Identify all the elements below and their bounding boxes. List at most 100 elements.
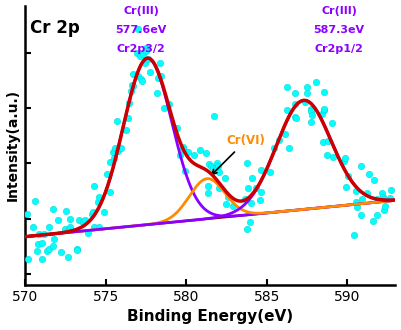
Point [292, 101, 298, 107]
Point [137, 54, 144, 59]
Point [341, 159, 347, 164]
Point [154, 91, 160, 96]
Point [122, 128, 129, 133]
Point [89, 211, 96, 216]
Point [343, 184, 349, 189]
Point [223, 201, 229, 207]
Point [211, 114, 217, 119]
Point [208, 163, 215, 169]
Point [247, 219, 253, 224]
Point [111, 146, 118, 151]
Point [66, 225, 73, 230]
Point [96, 194, 102, 199]
Point [352, 200, 359, 205]
Point [166, 102, 172, 107]
Point [85, 230, 91, 236]
Point [379, 194, 386, 199]
Point [381, 207, 387, 212]
Text: Cr2p3/2: Cr2p3/2 [117, 44, 166, 54]
Point [101, 210, 107, 215]
Point [62, 226, 68, 231]
Point [107, 189, 113, 195]
Point [158, 73, 164, 78]
Point [180, 146, 186, 151]
Point [142, 45, 149, 50]
Text: Cr(III): Cr(III) [123, 6, 159, 16]
Point [106, 159, 113, 164]
Text: 577.6eV: 577.6eV [115, 25, 167, 35]
Point [373, 196, 380, 202]
Point [243, 160, 250, 165]
Point [214, 160, 221, 165]
Point [43, 248, 50, 254]
Point [215, 163, 221, 169]
Point [206, 161, 213, 167]
Point [142, 49, 149, 54]
Point [58, 249, 65, 255]
Text: Cr2p1/2: Cr2p1/2 [315, 44, 364, 54]
Point [225, 194, 231, 200]
Point [91, 183, 97, 188]
Point [197, 147, 203, 152]
Point [205, 190, 211, 196]
Point [308, 109, 314, 114]
Point [382, 204, 388, 209]
Point [80, 220, 86, 225]
Point [156, 60, 163, 65]
Point [128, 88, 134, 93]
Point [321, 107, 328, 112]
Point [241, 196, 248, 202]
Point [243, 226, 250, 231]
Point [155, 76, 161, 81]
Point [257, 198, 263, 203]
Point [330, 154, 336, 160]
Point [387, 187, 394, 192]
Point [230, 203, 236, 209]
Point [137, 77, 144, 82]
Point [74, 247, 81, 252]
Point [210, 165, 217, 171]
Point [144, 57, 151, 62]
Point [142, 60, 148, 66]
Point [282, 131, 289, 137]
Point [358, 163, 365, 169]
Point [24, 256, 31, 261]
Point [95, 200, 101, 205]
Point [321, 108, 327, 113]
Point [176, 152, 183, 157]
Point [118, 146, 124, 151]
Point [371, 178, 377, 183]
Point [30, 224, 36, 229]
Point [46, 246, 53, 251]
Point [180, 144, 186, 149]
Point [302, 100, 308, 105]
Text: Cr(III): Cr(III) [321, 6, 357, 16]
Point [133, 50, 140, 55]
Point [284, 107, 291, 113]
Point [292, 90, 298, 95]
Point [304, 90, 310, 95]
Point [66, 226, 73, 231]
Point [267, 169, 273, 175]
Point [90, 210, 96, 215]
Point [130, 72, 136, 77]
Point [293, 115, 300, 120]
Point [249, 175, 255, 180]
Point [161, 106, 167, 111]
Point [354, 205, 360, 210]
Point [257, 190, 264, 195]
X-axis label: Binding Energy(eV): Binding Energy(eV) [127, 310, 294, 324]
Text: Cr(VI): Cr(VI) [212, 134, 265, 175]
Point [135, 74, 141, 79]
Point [174, 125, 180, 130]
Point [90, 225, 97, 230]
Point [129, 82, 136, 87]
Point [130, 83, 136, 88]
Point [308, 106, 314, 111]
Point [308, 119, 314, 125]
Point [342, 155, 348, 160]
Point [271, 146, 277, 151]
Point [38, 240, 45, 246]
Text: Cr 2p: Cr 2p [30, 19, 80, 37]
Point [350, 232, 357, 238]
